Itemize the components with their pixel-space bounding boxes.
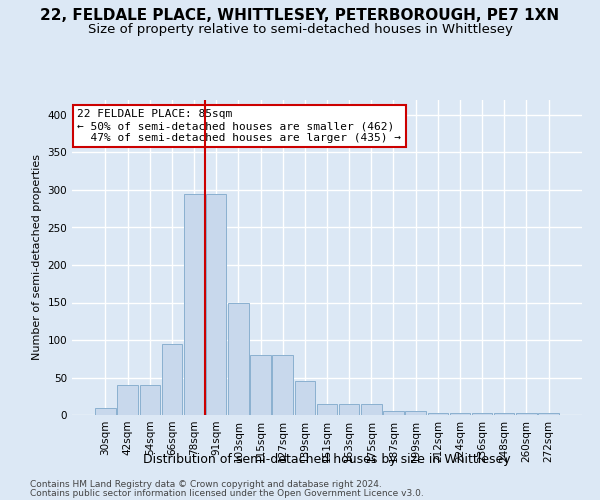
Bar	[339, 404, 359, 415]
Bar	[472, 413, 493, 415]
Bar	[250, 355, 271, 415]
Bar	[406, 411, 426, 415]
Bar	[184, 194, 204, 415]
Y-axis label: Number of semi-detached properties: Number of semi-detached properties	[32, 154, 42, 360]
Bar	[295, 381, 315, 415]
Bar	[516, 413, 536, 415]
Bar	[161, 344, 182, 415]
Bar	[538, 413, 559, 415]
Bar	[494, 413, 514, 415]
Bar	[206, 194, 226, 415]
Bar	[118, 385, 138, 415]
Text: 22, FELDALE PLACE, WHITTLESEY, PETERBOROUGH, PE7 1XN: 22, FELDALE PLACE, WHITTLESEY, PETERBORO…	[40, 8, 560, 22]
Bar	[140, 385, 160, 415]
Bar	[317, 404, 337, 415]
Bar	[228, 302, 248, 415]
Bar	[272, 355, 293, 415]
Bar	[428, 413, 448, 415]
Bar	[450, 413, 470, 415]
Text: Contains HM Land Registry data © Crown copyright and database right 2024.: Contains HM Land Registry data © Crown c…	[30, 480, 382, 489]
Bar	[361, 404, 382, 415]
Text: 22 FELDALE PLACE: 85sqm
← 50% of semi-detached houses are smaller (462)
  47% of: 22 FELDALE PLACE: 85sqm ← 50% of semi-de…	[77, 110, 401, 142]
Bar	[383, 411, 404, 415]
Text: Distribution of semi-detached houses by size in Whittlesey: Distribution of semi-detached houses by …	[143, 452, 511, 466]
Bar	[95, 408, 116, 415]
Text: Contains public sector information licensed under the Open Government Licence v3: Contains public sector information licen…	[30, 489, 424, 498]
Text: Size of property relative to semi-detached houses in Whittlesey: Size of property relative to semi-detach…	[88, 22, 512, 36]
